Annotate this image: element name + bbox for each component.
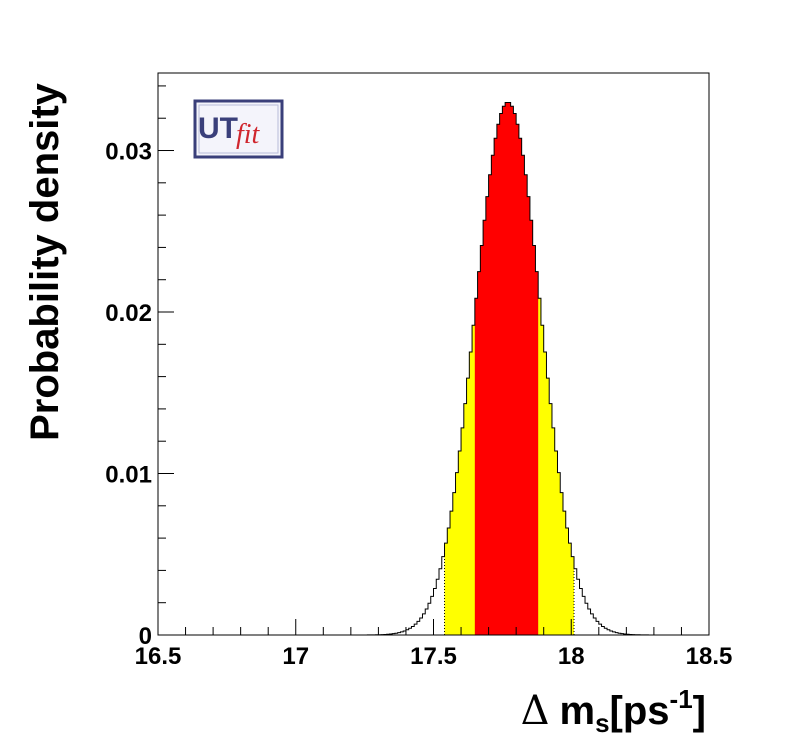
x-label-delta: Δ (521, 688, 550, 734)
x-tick-label: 16.5 (135, 643, 182, 670)
x-tick-label: 17.5 (410, 643, 457, 670)
y-tick-label: 0.03 (105, 139, 152, 166)
y-tick-label: 0.01 (105, 462, 152, 489)
x-tick-label: 17 (282, 643, 309, 670)
y-tick-label: 0.02 (105, 300, 152, 327)
interval-fill-1 (474, 102, 539, 635)
plot-frame (157, 72, 710, 636)
logo-frame (193, 99, 284, 159)
x-label-m: m (560, 689, 596, 733)
y-tick-label: 0 (139, 623, 152, 650)
x-tick-label: 18 (558, 643, 585, 670)
axis-ticks (157, 85, 710, 636)
logo-text-ut: UT (198, 112, 238, 145)
logo-text-fit: fit (236, 119, 261, 150)
y-axis-label: Probability density (23, 82, 67, 441)
y-tick-labels: 0 0.01 0.02 0.03 (105, 139, 152, 650)
x-label-unit-close: ] (693, 689, 706, 733)
interval-fills (444, 102, 575, 635)
utfit-logo: UT fit (193, 99, 284, 159)
x-tick-label: 18.5 (686, 643, 733, 670)
histogram-outline (350, 102, 669, 636)
logo-frame-inner (198, 104, 279, 154)
x-label-unit-open: [ps (610, 689, 670, 733)
x-label-sub: s (595, 708, 609, 738)
x-label-sup: -1 (670, 684, 693, 714)
x-tick-labels: 16.5 17 17.5 18 18.5 (135, 643, 733, 670)
